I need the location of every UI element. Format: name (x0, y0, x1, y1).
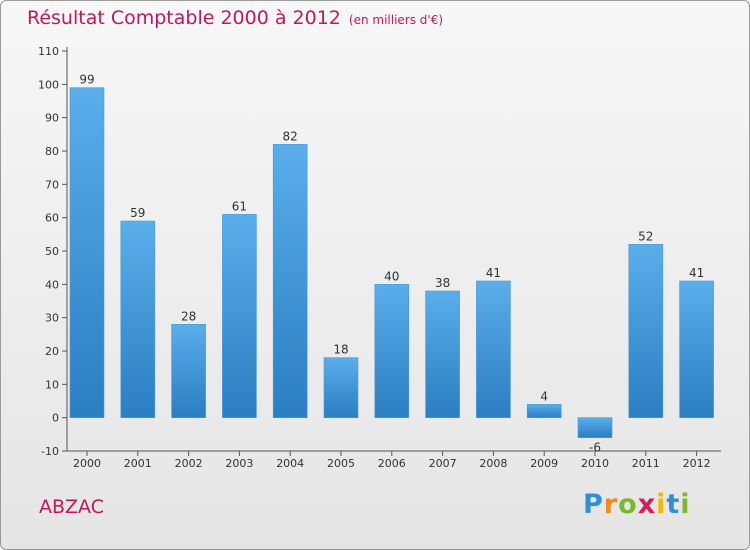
x-tick-label: 2003 (225, 457, 253, 470)
bar (679, 280, 714, 418)
commune-name: ABZAC (39, 496, 104, 518)
x-tick-label: 2004 (276, 457, 304, 470)
chart-title: Résultat Comptable 2000 à 2012 (27, 7, 341, 29)
bar (222, 214, 257, 418)
data-label: 41 (689, 266, 704, 280)
y-tick-label: 50 (45, 245, 59, 258)
y-tick-label: 60 (45, 212, 59, 225)
y-tick-label: 30 (45, 312, 59, 325)
bar (272, 144, 308, 418)
data-label: 18 (333, 343, 348, 357)
bar (69, 87, 105, 418)
bar (374, 284, 410, 418)
x-tick-label: 2012 (683, 457, 711, 470)
chart-axes: -10 0 10 20 30 40 50 60 70 80 90 100 110 (38, 45, 721, 458)
data-label: 28 (181, 309, 196, 323)
bar (171, 324, 206, 418)
data-label: 52 (638, 229, 653, 243)
data-label: 99 (79, 73, 94, 87)
x-tick-label: 2001 (124, 457, 152, 470)
bar (628, 244, 664, 418)
data-label: -6 (589, 441, 601, 455)
y-tick-label: 0 (52, 412, 59, 425)
bar (526, 404, 562, 418)
y-tick-label: 40 (45, 278, 59, 291)
proxiti-logo: Proxiti (583, 489, 691, 520)
y-tick-label: 70 (45, 178, 59, 191)
x-tick-label: 2009 (530, 457, 558, 470)
data-label: 40 (384, 269, 399, 283)
y-tick-label: 110 (38, 45, 59, 58)
chart-header: Résultat Comptable 2000 à 2012 (en millie… (27, 7, 443, 29)
y-tick-label: -10 (41, 445, 59, 458)
x-tick-label: 2005 (327, 457, 355, 470)
x-tick-label: 2000 (73, 457, 101, 470)
x-tick-label: 2011 (632, 457, 660, 470)
bar (577, 417, 613, 438)
bar (476, 280, 511, 418)
logo-letter: i (680, 489, 691, 520)
data-label: 59 (130, 206, 145, 220)
x-tick-label: 2010 (581, 457, 609, 470)
bar (323, 357, 359, 418)
logo-letter: r (603, 489, 619, 520)
chart-subtitle: (en milliers d'€) (348, 13, 444, 27)
bar (120, 220, 156, 418)
logo-letter: o (618, 489, 638, 520)
logo-letter: x (637, 489, 657, 520)
y-tick-label: 10 (45, 378, 59, 391)
data-label: 41 (486, 266, 501, 280)
x-tick-label: 2002 (175, 457, 203, 470)
y-tick-label: 80 (45, 145, 59, 158)
x-tick-label: 2007 (429, 457, 457, 470)
x-tick-label: 2006 (378, 457, 406, 470)
bar (425, 290, 460, 418)
logo-letter: t (666, 489, 681, 520)
logo-letter: i (656, 489, 667, 520)
data-label: 4 (540, 389, 548, 403)
chart-labels: 2000 99 2001 59 2002 28 2003 61 2004 82 2005 18 2006… (73, 73, 711, 470)
data-label: 61 (232, 199, 247, 213)
data-label: 82 (283, 129, 298, 143)
y-tick-label: 20 (45, 345, 59, 358)
y-tick-label: 90 (45, 112, 59, 125)
y-tick-label: 100 (38, 78, 59, 91)
data-label: 38 (435, 276, 450, 290)
x-tick-label: 2008 (479, 457, 507, 470)
logo-letter: P (583, 489, 604, 520)
chart-bars (69, 87, 714, 438)
